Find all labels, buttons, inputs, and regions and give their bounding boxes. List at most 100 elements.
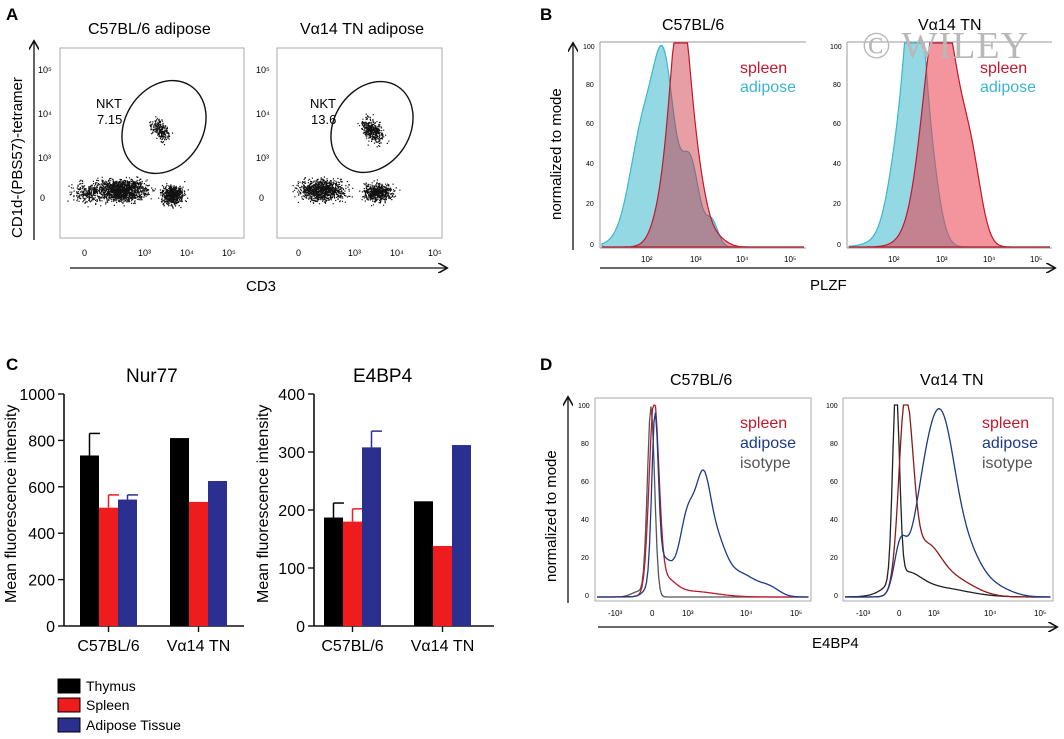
y-tick-label: 100 — [278, 561, 305, 578]
bar-spleen — [189, 501, 208, 626]
legend-swatch-spleen — [57, 697, 81, 713]
panel-d-title-1: C57BL/6 — [670, 372, 732, 389]
d2-xtick-0: -10³ — [856, 609, 871, 618]
y-tick-label: 600 — [28, 480, 55, 497]
x-tick-label: Vα14 TN — [411, 638, 475, 655]
hist-d-c57-adipose — [597, 412, 809, 598]
panel-b-plot-2: spleen adipose — [846, 41, 1052, 249]
y-tick-label: 800 — [28, 433, 55, 450]
b2-legend-adipose: adipose — [980, 79, 1036, 96]
panel-b-y-ticks-1: 0 20 40 60 80 100 — [583, 44, 595, 249]
d2-legend-isotype: isotype — [982, 455, 1033, 472]
x-tick-label: C57BL/6 — [77, 638, 139, 655]
b1-xtick-3: 10⁵ — [784, 255, 796, 264]
b1-xtick-2: 10⁴ — [736, 255, 749, 264]
a1-xtick-3: 10⁵ — [222, 248, 236, 258]
panel-a-title-2: Vα14 TN adipose — [300, 21, 424, 38]
d2-xtick-2: 10³ — [928, 609, 940, 618]
d2-legend-adipose: adipose — [982, 435, 1038, 452]
chart-e4bp4: 0 100 200 300 400 C57BL/6 Vα14 TN — [278, 387, 494, 655]
d1-ytick-3: 60 — [581, 479, 589, 486]
b2-xtick-3: 10⁵ — [1030, 255, 1042, 264]
a2-xtick-2: 10⁴ — [390, 248, 404, 258]
b2-ytick-3: 60 — [833, 121, 841, 128]
panel-d-xlabel: E4BP4 — [812, 635, 859, 652]
panel-b-letter: B — [540, 5, 552, 24]
legend-label-thymus: Thymus — [86, 678, 136, 694]
d2-legend-spleen: spleen — [982, 415, 1029, 432]
panel-a-x-ticks-1: 0 10³ 10⁴ 10⁵ — [82, 248, 236, 258]
hist-d-va14-adipose — [845, 408, 1051, 598]
bar-adipose-tissue — [452, 445, 471, 626]
panel-d-ylabel: normalized to mode — [543, 450, 560, 582]
y-tick-label: 400 — [28, 526, 55, 543]
a2-xtick-1: 10³ — [348, 248, 361, 258]
d1-ytick-2: 40 — [581, 517, 589, 524]
a2-ytick-1: 10³ — [256, 153, 269, 163]
a2-xtick-0: 0 — [296, 248, 301, 258]
d2-ytick-5: 100 — [826, 403, 838, 410]
hist-b-c57-spleen — [602, 42, 804, 248]
a1-ytick-2: 10⁴ — [38, 109, 52, 119]
bar-thymus — [414, 501, 433, 626]
gate-label-va14: NKT — [310, 96, 336, 111]
legend-swatch-thymus — [57, 678, 81, 694]
a2-ytick-0: 0 — [259, 193, 264, 203]
hist-d-c57-spleen — [597, 404, 809, 598]
panel-b-ylabel: normalized to mode — [548, 88, 565, 220]
chart-e4bp4-ylabel: Mean fluorescence intensity — [255, 405, 272, 603]
d1-ytick-0: 0 — [585, 593, 589, 600]
d1-xtick-1: 0 — [650, 609, 655, 618]
bar-adipose-tissue — [362, 447, 381, 626]
d1-ytick-1: 20 — [581, 555, 589, 562]
watermark: © WILEY — [862, 25, 1029, 67]
b2-ytick-2: 40 — [833, 161, 841, 168]
bar-spleen — [433, 545, 452, 626]
b1-legend-adipose: adipose — [740, 79, 796, 96]
b2-ytick-1: 20 — [833, 201, 841, 208]
panel-b-plot-1: spleen adipose — [599, 41, 806, 249]
d1-legend-spleen: spleen — [740, 415, 787, 432]
panel-a-ylabel: CD1d-(PBS57)-tetramer — [9, 77, 26, 238]
d1-ytick-5: 100 — [578, 403, 590, 410]
hist-d-va14-isotype — [845, 404, 1051, 598]
b2-ytick-0: 0 — [837, 242, 841, 249]
panel-d-letter: D — [540, 355, 552, 374]
panel-b-title-1: C57BL/6 — [662, 17, 724, 34]
a1-xtick-0: 0 — [82, 248, 87, 258]
a1-xtick-2: 10⁴ — [180, 248, 194, 258]
nkt-gate-c57 — [121, 79, 207, 175]
legend-label-adipose: Adipose Tissue — [86, 717, 181, 733]
d2-ytick-2: 40 — [830, 517, 838, 524]
b1-legend-spleen: spleen — [740, 60, 787, 77]
d1-xtick-0: -10³ — [608, 609, 623, 618]
a1-ytick-1: 10³ — [38, 153, 51, 163]
panel-a-x-ticks-2: 0 10³ 10⁴ 10⁵ — [296, 248, 442, 258]
hist-d-va14-spleen — [845, 404, 1051, 598]
a1-xtick-1: 10³ — [138, 248, 151, 258]
panel-d-x-ticks-1: -10³ 0 10³ 10⁴ 10⁵ — [608, 609, 802, 618]
a1-ytick-3: 10⁵ — [38, 65, 52, 75]
bar-spleen — [343, 521, 362, 626]
panel-b-x-ticks-1: 10² 10³ 10⁴ 10⁵ — [641, 255, 796, 264]
a2-ytick-3: 10⁵ — [256, 65, 270, 75]
flow-dots-va14 — [292, 113, 401, 207]
panel-a-y-ticks-1: 0 10³ 10⁴ 10⁵ — [38, 65, 52, 203]
d2-ytick-0: 0 — [834, 593, 838, 600]
b1-ytick-0: 0 — [590, 242, 594, 249]
y-tick-label: 400 — [278, 387, 305, 404]
d1-xtick-2: 10³ — [682, 609, 694, 618]
flow-dots-c57 — [67, 116, 189, 209]
y-tick-label: 1000 — [19, 387, 55, 404]
chart-nur77-ylabel: Mean fluorescence intensity — [3, 405, 20, 603]
panel-a-letter: A — [6, 5, 18, 24]
panel-a-y-ticks-2: 0 10³ 10⁴ 10⁵ — [256, 65, 270, 203]
panel-a-plot-1: NKT 7.15 — [59, 47, 245, 239]
d2-ytick-4: 80 — [830, 441, 838, 448]
b2-xtick-2: 10⁴ — [983, 255, 996, 264]
flow-dots — [67, 116, 189, 209]
chart-nur77-title: Nur77 — [126, 366, 178, 387]
d1-xtick-3: 10⁴ — [740, 609, 753, 618]
b1-ytick-1: 20 — [586, 201, 594, 208]
